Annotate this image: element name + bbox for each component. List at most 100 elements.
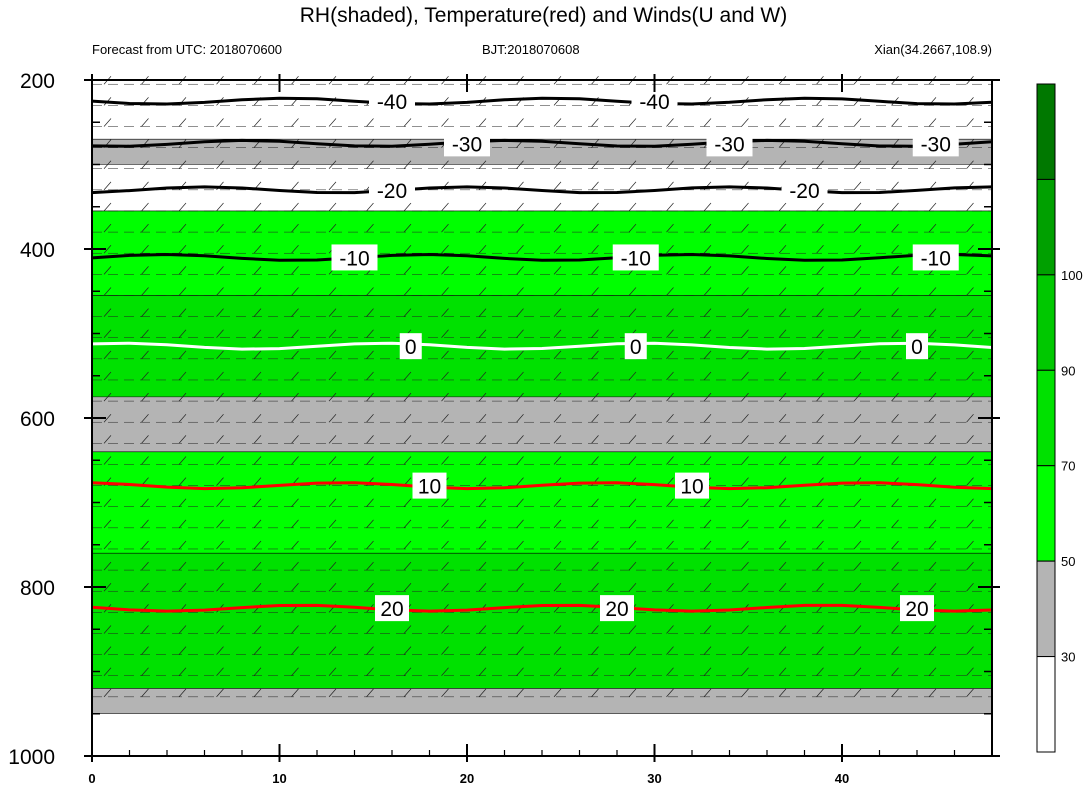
- wind-barb: [478, 160, 487, 169]
- wind-barb: [253, 498, 262, 507]
- wind-barb: [216, 223, 224, 233]
- wind-barb: [141, 561, 149, 571]
- wind-barb: [591, 308, 599, 317]
- wind-barb: [591, 540, 599, 550]
- wind-barb: [478, 202, 487, 212]
- wind-barb: [516, 667, 524, 676]
- wind-barb: [291, 287, 299, 296]
- wind-barb: [591, 435, 599, 444]
- wind-barb: [966, 329, 974, 338]
- wind-barb: [966, 287, 974, 296]
- wind-barb: [103, 519, 112, 529]
- wind-barb: [816, 646, 824, 655]
- wind-barb: [253, 582, 262, 592]
- wind-barb: [628, 540, 637, 550]
- wind-barb: [441, 287, 449, 296]
- wind-barb: [553, 625, 562, 634]
- wind-barb: [853, 118, 862, 127]
- wind-barb: [553, 540, 562, 550]
- wind-barb: [741, 477, 749, 486]
- wind-barb: [853, 244, 862, 254]
- wind-barb: [253, 646, 262, 655]
- wind-barb: [366, 223, 374, 233]
- wind-barb: [853, 435, 862, 444]
- wind-barb: [516, 244, 524, 254]
- wind-barb: [816, 160, 824, 169]
- wind-barb: [628, 561, 637, 571]
- wind-barb: [666, 519, 674, 529]
- colorbar-label: 100: [1061, 268, 1083, 283]
- wind-barb: [403, 582, 412, 592]
- contour-label: 20: [605, 598, 628, 621]
- colorbar-label: 90: [1061, 363, 1075, 378]
- contour-label-bg: [912, 244, 959, 271]
- wind-barb: [478, 329, 487, 338]
- contour-label-bg: [906, 333, 928, 360]
- wind-barb: [141, 519, 149, 529]
- wind-barb: [478, 498, 487, 507]
- wind-barb: [478, 392, 487, 402]
- wind-barb: [741, 350, 749, 360]
- wind-barb: [291, 202, 299, 212]
- wind-barb: [103, 181, 112, 191]
- wind-barb: [103, 435, 112, 444]
- wind-barb: [103, 287, 112, 296]
- wind-barb: [103, 350, 112, 360]
- wind-barb: [928, 392, 937, 402]
- wind-barb: [441, 456, 449, 465]
- wind-barb: [703, 287, 712, 296]
- wind-barb: [478, 477, 487, 486]
- wind-barb: [478, 350, 487, 360]
- wind-barb: [328, 519, 337, 529]
- wind-barb: [366, 118, 374, 127]
- wind-barb: [291, 561, 299, 571]
- wind-barb: [778, 498, 787, 507]
- y-tick-label: 800: [20, 577, 55, 600]
- wind-barb: [178, 287, 187, 296]
- wind-barb: [628, 667, 637, 676]
- wind-barb: [816, 371, 824, 381]
- wind-barb: [741, 371, 749, 381]
- wind-barb: [853, 223, 862, 233]
- wind-barb: [703, 160, 712, 169]
- wind-barb: [403, 435, 412, 444]
- wind-barb: [328, 561, 337, 571]
- wind-barb: [703, 561, 712, 571]
- wind-barb: [628, 456, 637, 465]
- wind-barb: [253, 287, 262, 296]
- wind-barb: [891, 202, 899, 212]
- colorbar-box: [1036, 465, 1056, 562]
- contour-label-bg: [706, 130, 753, 157]
- wind-barb: [741, 646, 749, 655]
- wind-barb: [553, 287, 562, 296]
- wind-barb: [478, 688, 487, 698]
- wind-barb: [178, 582, 187, 592]
- wind-barb: [253, 519, 262, 529]
- wind-barb: [966, 202, 974, 212]
- contour-label-bg: [624, 333, 647, 360]
- wind-barb: [103, 266, 112, 275]
- wind-barb: [216, 667, 224, 676]
- wind-barb: [253, 392, 262, 402]
- contour-label: 0: [630, 336, 642, 359]
- wind-barb: [741, 202, 749, 212]
- wind-barb: [141, 202, 149, 212]
- wind-barb: [966, 456, 974, 465]
- wind-barb: [853, 667, 862, 676]
- wind-barb: [291, 540, 299, 550]
- wind-barb: [216, 329, 224, 338]
- wind-barb: [441, 160, 449, 169]
- wind-barb: [328, 392, 337, 402]
- wind-barb: [553, 392, 562, 402]
- wind-barb: [628, 371, 637, 381]
- wind-barb: [103, 667, 112, 676]
- wind-barb: [816, 498, 824, 507]
- wind-barb: [666, 540, 674, 550]
- wind-barb: [966, 540, 974, 550]
- colorbar-box: [1036, 274, 1056, 371]
- wind-barb: [103, 498, 112, 507]
- wind-barb: [441, 688, 449, 698]
- wind-barb: [703, 118, 712, 127]
- wind-barb: [553, 582, 562, 592]
- wind-barb: [741, 413, 749, 423]
